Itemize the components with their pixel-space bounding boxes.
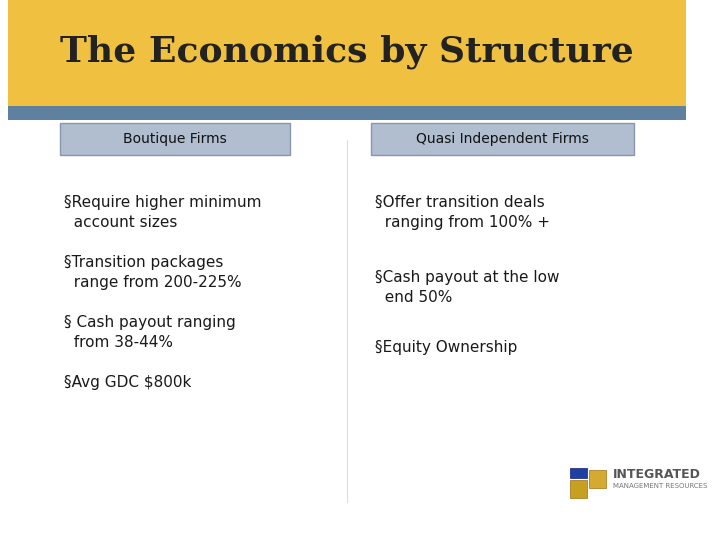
Polygon shape xyxy=(570,468,588,478)
Text: Boutique Firms: Boutique Firms xyxy=(122,132,227,146)
Polygon shape xyxy=(589,470,606,488)
FancyBboxPatch shape xyxy=(371,123,634,155)
Text: §Cash payout at the low
  end 50%: §Cash payout at the low end 50% xyxy=(375,270,559,305)
Text: §Require higher minimum
  account sizes: §Require higher minimum account sizes xyxy=(64,195,262,230)
Text: § Cash payout ranging
  from 38-44%: § Cash payout ranging from 38-44% xyxy=(64,315,236,350)
FancyBboxPatch shape xyxy=(60,123,290,155)
Text: The Economics by Structure: The Economics by Structure xyxy=(60,35,634,69)
Text: MANAGEMENT RESOURCES: MANAGEMENT RESOURCES xyxy=(613,483,707,489)
Text: §Offer transition deals
  ranging from 100% +: §Offer transition deals ranging from 100… xyxy=(375,195,550,230)
FancyBboxPatch shape xyxy=(8,106,686,120)
Polygon shape xyxy=(570,480,588,498)
Text: Quasi Independent Firms: Quasi Independent Firms xyxy=(416,132,589,146)
Text: §Avg GDC $800k: §Avg GDC $800k xyxy=(64,375,192,390)
Text: §Transition packages
  range from 200-225%: §Transition packages range from 200-225% xyxy=(64,255,242,290)
FancyBboxPatch shape xyxy=(8,0,686,110)
Text: §Equity Ownership: §Equity Ownership xyxy=(375,340,518,355)
Text: INTEGRATED: INTEGRATED xyxy=(613,468,701,481)
